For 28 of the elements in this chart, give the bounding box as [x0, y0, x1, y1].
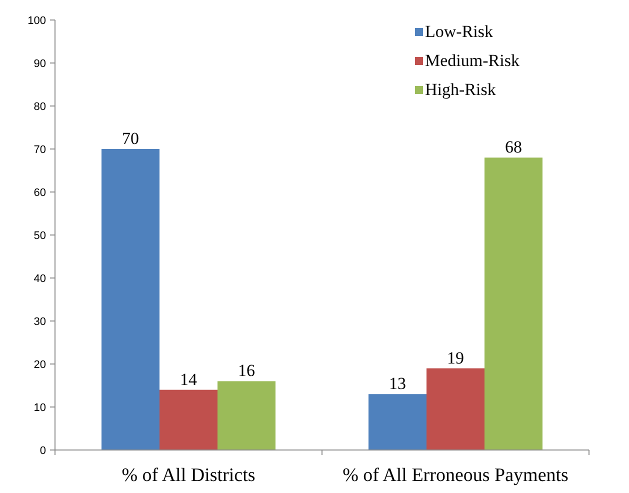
y-tick-label: 70 [34, 144, 46, 156]
y-tick-label: 50 [34, 230, 46, 242]
x-tick-label: % of All Districts [122, 465, 256, 486]
bar [368, 394, 426, 450]
y-tick-label: 10 [34, 402, 46, 414]
y-tick-label: 60 [34, 187, 46, 199]
y-tick-label: 40 [34, 273, 46, 285]
y-tick-label: 80 [34, 101, 46, 113]
bar [102, 149, 160, 450]
legend-label: High-Risk [425, 80, 496, 99]
y-tick-label: 90 [34, 58, 46, 70]
bar [218, 381, 276, 450]
data-label: 16 [238, 361, 255, 380]
data-label: 13 [389, 374, 406, 394]
x-tick-label: % of All Erroneous Payments [342, 465, 568, 486]
data-label: 14 [180, 370, 198, 389]
y-tick-label: 100 [28, 15, 46, 27]
bar [426, 368, 484, 450]
legend-label: Low-Risk [425, 22, 494, 41]
data-label: 68 [505, 138, 522, 157]
legend-label: Medium-Risk [425, 51, 520, 70]
y-tick-label: 0 [40, 445, 46, 457]
bar [484, 158, 542, 450]
data-label: 19 [447, 348, 464, 368]
data-label: 70 [122, 129, 139, 148]
y-tick-label: 30 [34, 316, 46, 328]
y-tick-label: 20 [34, 359, 46, 371]
bar [160, 390, 218, 450]
